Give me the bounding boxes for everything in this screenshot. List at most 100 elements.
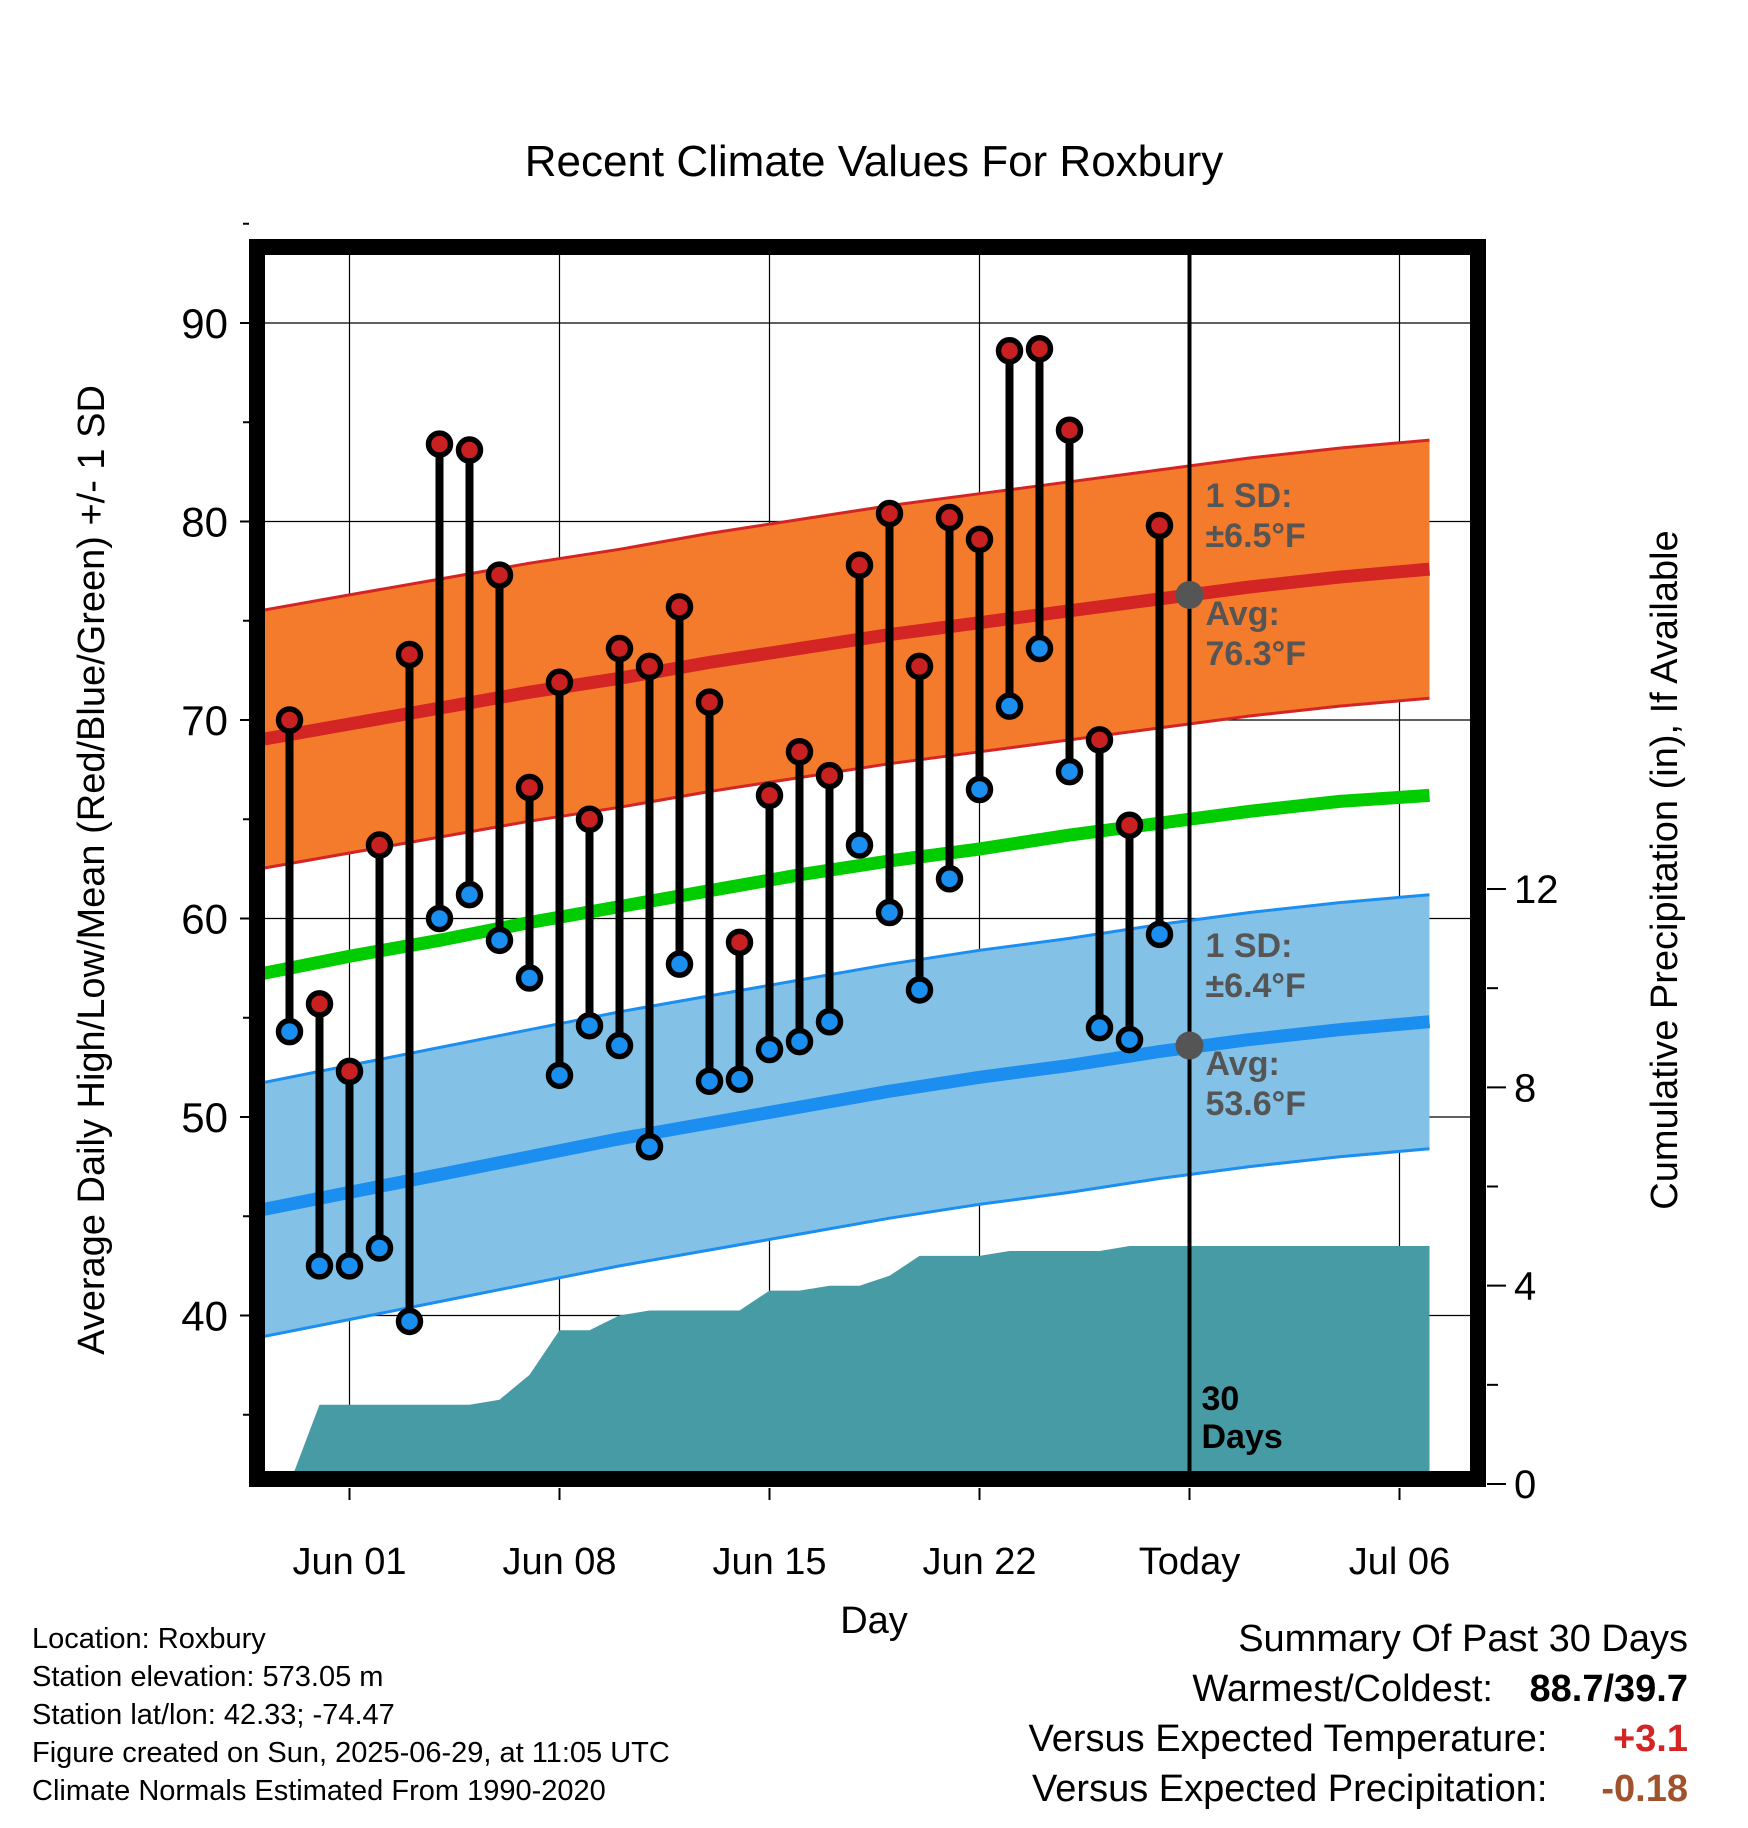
low-sd-annotation-line: 1 SD: [1206,927,1293,965]
daily-high-point [995,337,1024,365]
high-avg-marker [1175,580,1204,609]
x-tick-label: Jul 06 [1349,1541,1450,1583]
y-tick-label: 60 [181,896,228,943]
y-tick-label: 70 [181,697,228,744]
daily-low-point [755,1035,784,1064]
daily-low-point [935,865,964,893]
daily-low-point [635,1133,664,1161]
summary-precip-label: Versus Expected Precipitation: [1032,1768,1548,1810]
summary-temp-value: +3.1 [1612,1718,1688,1760]
daily-high-point [755,781,784,810]
x-tick-label: Jun 01 [292,1541,406,1583]
high-sd-annotation-line: ±6.5°F [1206,517,1306,555]
daily-high-point [875,499,904,528]
daily-high-point [1145,511,1174,540]
info-latlon: Station lat/lon: 42.33; -74.47 [32,1699,395,1731]
daily-low-point [1025,634,1054,663]
daily-high-point [1025,335,1054,363]
summary-title: Summary Of Past 30 Days [1238,1618,1688,1660]
summary-panel: Summary Of Past 30 Days Warmest/Coldest:… [1029,1618,1688,1818]
info-created: Figure created on Sun, 2025-06-29, at 11… [32,1737,670,1769]
daily-high-point [455,436,484,464]
summary-precip: Versus Expected Precipitation: -0.18 [1029,1768,1688,1818]
daily-high-point [575,805,604,833]
x-tick-label: Today [1139,1541,1240,1583]
high-sd-band [259,440,1430,869]
daily-low-point [665,950,694,978]
low-avg-line [258,1015,1431,1217]
low-sd-upper-line [259,893,1430,1085]
daily-high-point [965,525,994,554]
daily-high-point [545,668,574,697]
daily-low-point [845,831,874,859]
low-sd-band [259,894,1430,1338]
y2-axis-label: Cumulative Precipitation (in), If Availa… [1644,530,1686,1209]
daily-low-point [425,904,454,933]
daily-high-point [275,706,304,734]
daily-low-point [605,1031,634,1060]
daily-high-point [635,652,664,681]
info-normals: Climate Normals Estimated From 1990-2020 [32,1775,606,1807]
low-avg-annotation: Avg: 53.6°F [1206,1045,1307,1123]
high-avg-annotation-line: 76.3°F [1206,635,1307,673]
y2-tick-label: 12 [1514,868,1559,912]
x-axis-label: Day [840,1600,908,1642]
daily-low-point [515,964,544,992]
daily-high-point [425,430,454,458]
daily-low-point [1115,1025,1144,1054]
daily-low-point [995,692,1024,720]
daily-low-point [275,1017,304,1046]
y-axis-label: Average Daily High/Low/Mean (Red/Blue/Gr… [71,385,113,1355]
daily-high-point [725,928,754,957]
y-tick-label: 50 [181,1094,228,1141]
daily-high-point [665,593,694,621]
daily-low-point [905,976,934,1004]
info-elevation: Station elevation: 573.05 m [32,1661,384,1693]
high-sd-annotation-line: 1 SD: [1206,477,1293,515]
daily-high-point [1085,726,1114,754]
summary-warm-cold-value: 88.7/39.7 [1529,1668,1688,1710]
daily-low-point [965,775,994,804]
station-info: Location: Roxbury Station elevation: 573… [32,1620,670,1810]
low-sd-annotation-line: ±6.4°F [1206,967,1306,1005]
y-tick-label: 90 [181,300,228,347]
y2-tick-label: 0 [1514,1463,1536,1507]
daily-low-point [305,1252,334,1280]
daily-high-point [785,738,814,766]
summary-precip-value: -0.18 [1601,1768,1688,1810]
low-avg-annotation-line: Avg: [1206,1045,1280,1083]
daily-low-point [1085,1013,1114,1042]
daily-low-point [455,880,484,909]
summary-temp: Versus Expected Temperature: +3.1 [1029,1718,1688,1768]
y-tick-label: 80 [181,499,228,546]
high-avg-annotation: Avg: 76.3°F [1206,595,1307,673]
daily-high-point [395,640,424,669]
daily-high-point [845,551,874,579]
y2-tick-label: 4 [1514,1265,1536,1309]
y2-tick-label: 8 [1514,1066,1536,1110]
today-days-line: 30 [1202,1380,1240,1418]
x-tick-label: Jun 22 [922,1541,1036,1583]
daily-high-point [1115,811,1144,839]
daily-high-point [1055,416,1084,444]
plot-frame [249,239,1486,1487]
daily-low-point [815,1007,844,1036]
daily-low-point [1145,920,1174,949]
daily-low-point [575,1011,604,1040]
daily-low-point [335,1252,364,1280]
x-tick-label: Jun 15 [712,1541,826,1583]
low-avg-marker [1175,1031,1204,1060]
low-avg-annotation-line: 53.6°F [1206,1085,1307,1123]
high-sd-annotation: 1 SD: ±6.5°F [1206,477,1306,555]
daily-high-point [605,634,634,663]
y-tick-label: 40 [181,1293,228,1340]
daily-high-point [695,688,724,716]
daily-low-point [785,1027,814,1056]
daily-high-point [515,773,544,802]
daily-low-point [365,1234,394,1262]
daily-high-point [365,831,394,859]
daily-high-point [305,990,334,1018]
today-days-label: 30 Days [1202,1380,1283,1456]
high-sd-lower-line [259,696,1430,871]
